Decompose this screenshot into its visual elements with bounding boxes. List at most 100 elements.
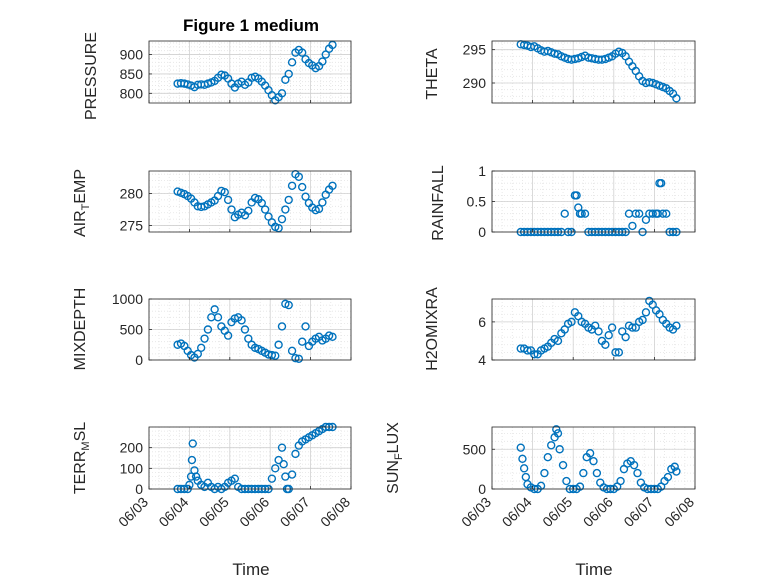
xlabel-left: Time	[232, 560, 269, 579]
y-tick-label: 500	[120, 322, 144, 338]
y-tick-label: 0	[478, 224, 486, 240]
data-point	[297, 48, 307, 57]
data-point	[621, 332, 630, 342]
data-point	[653, 209, 662, 218]
data-point	[580, 209, 590, 218]
ylabel-air-temp: AIRTEMP	[72, 169, 92, 237]
data-point	[191, 472, 201, 481]
axes-box	[491, 40, 696, 104]
data-point	[297, 337, 307, 346]
data-point	[555, 445, 564, 454]
data-point	[547, 441, 556, 450]
ylabel-pressure: PRESSURE	[83, 32, 100, 120]
data-point	[223, 331, 233, 340]
subplot-mixdepth: 0 500 1000 MIXDEPTH	[72, 288, 352, 371]
subplot-h2omixra: 4 6 H2OMIXRA	[424, 287, 696, 371]
data-point	[629, 460, 639, 470]
y-tick-label: 295	[463, 42, 487, 58]
x-tick-label: 06/08	[317, 494, 353, 530]
data-point	[558, 460, 568, 470]
data-point	[328, 332, 337, 342]
data-point	[287, 58, 297, 67]
axes-box	[491, 298, 696, 361]
subplot-sun-flux: 0 500 06/03 06/04 06/05 06/06 06/07 06/08 SUNFL…	[385, 422, 697, 579]
x-tick-label: 06/04	[499, 494, 535, 530]
data-point	[662, 209, 671, 218]
data-point	[237, 316, 246, 325]
data-point	[277, 443, 287, 452]
data-point	[301, 322, 310, 331]
data-point	[210, 305, 219, 314]
x-tick-label: 06/05	[196, 494, 232, 530]
data-point	[271, 464, 280, 473]
y-tick-label: 1000	[112, 291, 143, 307]
y-tick-label: 4	[478, 352, 486, 368]
data-point	[516, 443, 525, 452]
data-point	[589, 456, 598, 466]
data-point	[641, 308, 651, 317]
data-point	[193, 349, 203, 359]
data-point	[631, 209, 640, 218]
ylabel-terr-msl: TERRMSL	[72, 422, 92, 494]
data-point	[260, 205, 270, 214]
x-tick-label: 06/03	[458, 494, 494, 530]
data-point	[203, 325, 213, 334]
x-tick-label: 06/08	[661, 494, 697, 530]
subplot-air-temp: 275 280 AIRTEMP	[72, 169, 352, 237]
data-point	[196, 343, 206, 352]
data-point	[540, 468, 549, 478]
subplot-terr-msl: 0 100 200 06/03 06/04 06/05 06/06 06/07 06/08 TE…	[72, 422, 353, 579]
ylabel-mixdepth: MIXDEPTH	[72, 288, 89, 371]
data-point	[628, 221, 637, 231]
axes-box	[491, 426, 696, 490]
data-point	[553, 429, 563, 438]
data-point	[284, 69, 293, 79]
data-point	[628, 323, 637, 332]
data-point	[287, 346, 297, 356]
data-point	[585, 449, 595, 458]
axes-box	[148, 40, 352, 104]
y-tick-label: 500	[463, 441, 487, 457]
data-point	[672, 94, 681, 103]
data-point	[530, 350, 539, 359]
data-point	[634, 209, 644, 218]
y-tick-label: 290	[463, 75, 487, 91]
x-tick-label: 06/04	[155, 494, 191, 530]
data-point	[301, 192, 310, 201]
data-point	[287, 470, 297, 479]
data-point	[297, 182, 307, 192]
data-point	[604, 331, 613, 340]
y-tick-label: 280	[120, 185, 144, 201]
data-point	[648, 209, 657, 218]
data-point	[274, 455, 283, 465]
data-point	[318, 57, 327, 66]
data-point	[279, 460, 288, 469]
data-point	[607, 323, 617, 332]
data-point	[281, 205, 290, 214]
data-point	[543, 453, 553, 462]
axes-box	[148, 170, 352, 233]
data-point	[670, 462, 679, 471]
data-point	[217, 70, 226, 79]
data-point	[616, 476, 625, 486]
y-tick-label: 6	[478, 314, 486, 330]
data-point	[277, 89, 287, 98]
data-point	[663, 472, 673, 482]
x-tick-label: 06/06	[580, 494, 616, 530]
y-tick-label: 0.5	[467, 194, 487, 210]
x-tick-label: 06/03	[115, 494, 151, 530]
data-point	[257, 198, 266, 208]
data-point	[523, 346, 532, 355]
data-point	[579, 468, 588, 478]
ylabel-h2omixra: H2OMIXRA	[424, 287, 441, 371]
data-point	[318, 198, 327, 207]
data-point	[294, 354, 304, 363]
x-tick-label: 06/06	[236, 494, 272, 530]
y-tick-label: 850	[120, 66, 144, 82]
data-point	[267, 350, 277, 360]
data-point	[575, 482, 585, 491]
data-point	[614, 348, 624, 357]
subplot-pressure: 800 850 900 PRESSURE	[83, 32, 352, 120]
data-point	[567, 317, 576, 327]
